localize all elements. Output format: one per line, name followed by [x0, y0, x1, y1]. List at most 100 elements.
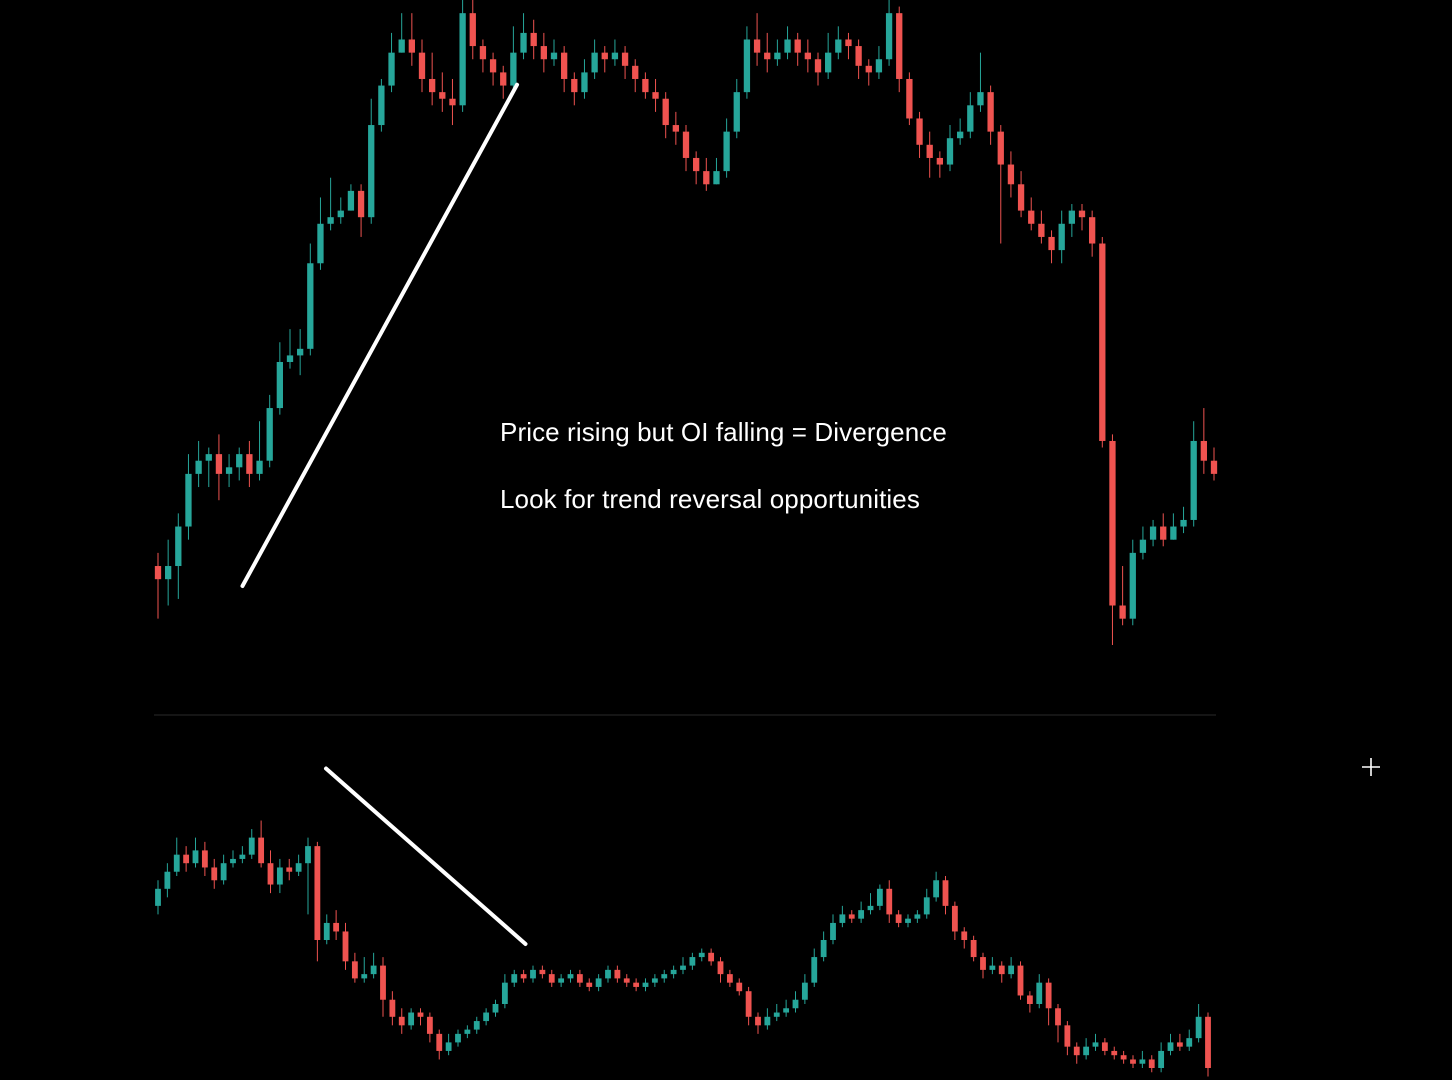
open_interest-candle-body	[689, 957, 696, 966]
open_interest-candle-body	[848, 914, 855, 919]
open_interest-candle-body	[164, 871, 171, 889]
open_interest-candle-body	[483, 1012, 490, 1022]
open_interest-candle-body	[1036, 982, 1043, 1004]
open_interest-candle-body	[389, 999, 396, 1017]
price-candle-body	[804, 52, 811, 60]
open_interest-candle-body	[876, 888, 883, 906]
price-candle-body	[652, 92, 659, 99]
open_interest-candle-body	[267, 863, 274, 885]
open_interest-candle-body	[1186, 1038, 1193, 1047]
price-candle-body	[723, 131, 730, 172]
price-candle-body	[1180, 519, 1187, 527]
open_interest-candle-body	[839, 914, 846, 923]
open_interest-candle-body	[942, 880, 949, 906]
open_interest-candle-body	[417, 1012, 424, 1017]
open_interest-candle-body	[783, 1008, 790, 1013]
open_interest-candle-body	[1167, 1042, 1174, 1051]
price-candle-body	[215, 454, 223, 474]
open_interest-candle-body	[305, 846, 311, 864]
open_interest-candle-body	[520, 974, 527, 979]
price-candle-body	[378, 85, 385, 126]
price-candle-body	[825, 52, 832, 73]
price-candle-body	[550, 52, 558, 60]
open_interest-candle-body	[351, 961, 358, 979]
open_interest-candle-body	[183, 854, 190, 864]
price-candle-body	[500, 72, 507, 86]
price-candle-body	[286, 355, 294, 362]
price-candle-body	[845, 39, 852, 47]
open_interest-candle-body	[980, 957, 986, 970]
price-candle-body	[693, 157, 700, 172]
price-candle-body	[591, 52, 598, 73]
open_interest-candle-body	[1064, 1025, 1071, 1047]
price-candle-body	[429, 78, 436, 93]
price-candle-body	[317, 223, 324, 264]
price-candle-body	[276, 361, 283, 409]
price-candle-body	[743, 39, 751, 93]
open_interest-candle-body	[614, 969, 621, 979]
price-candle-body	[1160, 526, 1167, 540]
price-candle-body	[601, 52, 608, 60]
price-candle-body	[1028, 210, 1035, 224]
price-candle-body	[266, 408, 273, 461]
open_interest-candle-body	[548, 974, 555, 983]
price-candle-body	[408, 39, 415, 53]
open_interest-candle-body	[1092, 1042, 1099, 1047]
open_interest-trendline[interactable]	[324, 766, 528, 946]
open_interest-candle-body	[1158, 1050, 1165, 1068]
open_interest-candle-body	[1017, 965, 1024, 996]
price-candle-body	[327, 217, 334, 224]
price-candle-body	[885, 13, 893, 60]
price-candle-body	[398, 39, 405, 53]
price-candle-body	[1068, 210, 1075, 224]
price-candle-body	[987, 92, 994, 132]
price-candle-body	[530, 32, 537, 47]
price-trendline[interactable]	[240, 82, 520, 588]
open_interest-candle-body	[726, 974, 733, 983]
price-candle-body	[1149, 526, 1157, 540]
price-candle-body	[256, 460, 263, 474]
open_interest-candle-body	[914, 914, 921, 919]
open_interest-candle-body	[933, 880, 940, 898]
price-candle-body	[865, 65, 872, 73]
price-candle-body	[581, 72, 588, 93]
open_interest-candle-body	[801, 982, 808, 1000]
price-candle-body	[154, 566, 162, 580]
open_interest-candle-body	[530, 969, 536, 979]
price-candle-body	[185, 473, 192, 527]
open_interest-candle-body	[1195, 1016, 1202, 1039]
open_interest-candle-body	[445, 1042, 452, 1051]
open_interest-candle-body	[717, 961, 724, 975]
price-candle-body	[246, 454, 253, 474]
open_interest-candle-body	[642, 982, 649, 987]
price-candle-body	[1038, 223, 1045, 237]
open_interest-candle-body	[1101, 1042, 1108, 1051]
open-interest-pane	[155, 766, 1211, 1077]
open_interest-candle-body	[764, 1016, 771, 1026]
price-candle-body	[662, 98, 669, 126]
price-candle-body	[1119, 605, 1126, 619]
open_interest-candle-body	[895, 914, 902, 923]
price-candle-body	[957, 131, 964, 139]
price-candle-body	[1078, 210, 1086, 218]
price-candle-body	[774, 52, 781, 60]
price-candle-body	[439, 92, 446, 99]
open_interest-candle-body	[633, 982, 640, 987]
open_interest-candle-body	[173, 854, 180, 872]
open_interest-candle-body	[511, 974, 518, 983]
open_interest-candle-body	[380, 965, 386, 1000]
price-candle-body	[906, 78, 913, 119]
open_interest-candle-body	[567, 974, 574, 979]
price-candle-body	[733, 92, 740, 132]
price-candle-body	[875, 59, 883, 73]
open_interest-candle-body	[230, 858, 236, 864]
price-candle-body	[368, 125, 375, 218]
open_interest-candle-body	[1176, 1042, 1183, 1047]
open_interest-candle-body	[201, 850, 208, 868]
price-candle-body	[855, 46, 862, 66]
open_interest-candle-body	[951, 905, 958, 932]
open_interest-candle-body	[1120, 1055, 1127, 1060]
price-candle-body	[1058, 223, 1065, 251]
price-candle-body	[835, 39, 842, 53]
open_interest-candle-body	[736, 982, 743, 992]
